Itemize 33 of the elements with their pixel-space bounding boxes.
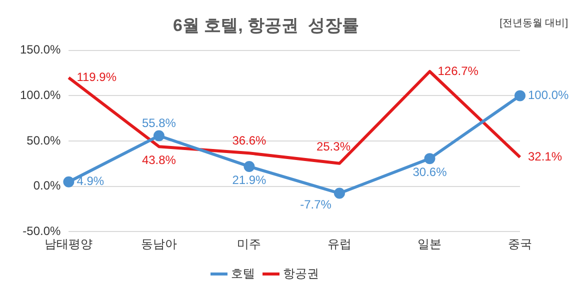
x-tick-label: 유럽 (327, 237, 352, 252)
y-tick-label: 0.0% (33, 178, 62, 193)
x-tick-label: 동남아 (140, 237, 177, 252)
point (244, 160, 255, 172)
x-tick-label: 남태평양 (44, 237, 93, 252)
point (514, 90, 526, 102)
chart-title: 6월 호텔, 항공권 성장률 (172, 16, 360, 35)
legend-label: 항공권 (283, 266, 319, 280)
point (63, 176, 74, 188)
point (153, 130, 164, 142)
text: [전년동월 대비] (500, 17, 568, 30)
y-tick-label: 150.0% (20, 42, 62, 57)
data-label: 25.3% (316, 140, 351, 154)
y-tick-label: -50.0% (22, 224, 62, 238)
data-label: 100.0% (528, 88, 570, 102)
data-label: 32.1% (528, 150, 562, 164)
data-label: 126.7% (438, 64, 479, 78)
x-tick-label: 미주 (237, 237, 262, 252)
y-tick-label: 50.0% (26, 133, 62, 148)
y-tick-label: 100.0% (20, 88, 62, 102)
data-label: 119.9% (76, 70, 117, 84)
data-label: -7.7% (300, 198, 332, 212)
point (424, 153, 436, 164)
data-label: 43.8% (142, 152, 176, 167)
point (334, 188, 345, 199)
data-label: 21.9% (232, 172, 267, 187)
data-label: 55.8% (142, 116, 176, 130)
data-label: 30.6% (412, 164, 448, 179)
x-tick-label: 중국 (508, 237, 532, 252)
data-label: 36.6% (232, 133, 267, 148)
data-label: 4.9% (76, 174, 104, 188)
legend-label: 호텔 (231, 266, 255, 280)
x-tick-label: 일본 (418, 237, 442, 252)
